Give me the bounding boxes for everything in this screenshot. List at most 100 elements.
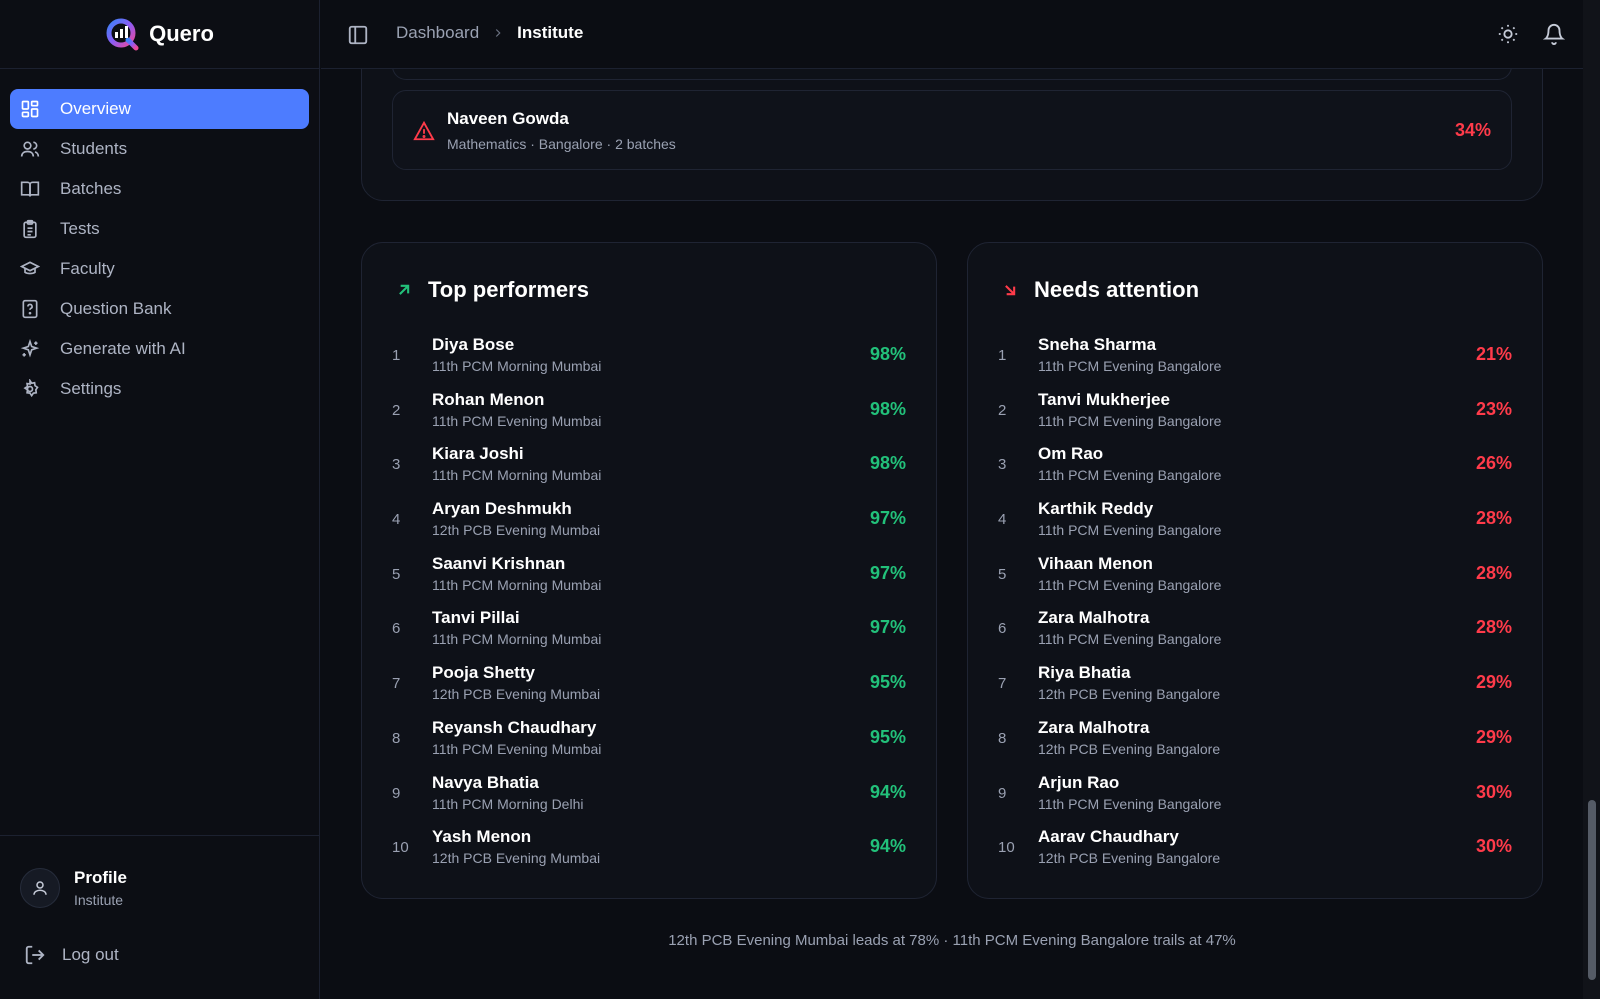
sidebar-item-label: Students [60,139,128,158]
student-percent: 97% [869,617,906,638]
student-percent: 94% [869,836,906,857]
student-batch: 11th PCM Morning Mumbai [432,576,602,593]
student-row[interactable]: 3 Om Rao 11th PCM Evening Bangalore 26% [968,440,1542,495]
scrollbar[interactable] [1583,0,1600,999]
student-rank: 5 [998,565,1007,583]
student-percent: 28% [1475,508,1512,529]
student-rank: 7 [998,675,1007,693]
panel-title: Needs attention [1034,277,1200,302]
student-row[interactable]: 6 Zara Malhotra 11th PCM Evening Bangalore… [968,604,1542,659]
student-rank: 10 [392,839,409,857]
sidebar-item-settings[interactable]: Settings [10,369,309,409]
student-batch: 11th PCM Evening Bangalore [1038,522,1222,539]
student-row[interactable]: 4 Karthik Reddy 11th PCM Evening Bangalore… [968,495,1542,550]
sidebar-item-batches[interactable]: Batches [10,169,309,209]
student-batch: 12th PCB Evening Mumbai [432,522,601,539]
student-batch: 12th PCB Evening Bangalore [1038,740,1221,757]
breadcrumb-current: Institute [517,23,584,42]
student-rank: 8 [998,729,1007,747]
student-row[interactable]: 5 Vihaan Menon 11th PCM Evening Bangalore 2… [968,550,1542,605]
student-percent: 98% [869,344,906,364]
student-rank: 7 [392,675,401,693]
faculty-row-partial[interactable] [392,69,1512,80]
student-batch: 12th PCB Evening Bangalore [1038,850,1221,867]
student-row[interactable]: 10 Yash Menon 12th PCB Evening Mumbai 94% [362,823,936,878]
student-row[interactable]: 2 Rohan Menon 11th PCM Evening Mumbai 98% [362,386,936,441]
student-row[interactable]: 7 Pooja Shetty 12th PCB Evening Mumbai 95% [362,659,936,714]
student-row[interactable]: 8 Reyansh Chaudhary 11th PCM Evening Mumba… [362,714,936,769]
student-row[interactable]: 10 Aarav Chaudhary 12th PCB Evening Bangal… [968,823,1542,878]
student-name: Navya Bhatia [432,772,539,792]
student-percent: 23% [1475,398,1512,419]
student-name: Pooja Shetty [432,663,535,683]
needs-attention-panel: Needs attention 1 Sneha Sharma 11th PCM Ev… [967,242,1543,899]
student-row[interactable]: 1 Diya Bose 11th PCM Morning Mumbai 98% [362,331,936,386]
logout-button[interactable]: Log out [24,944,119,966]
student-row[interactable]: 6 Tanvi Pillai 11th PCM Morning Mumbai 97% [362,604,936,659]
breadcrumb-dashboard[interactable]: Dashboard [396,23,480,42]
sidebar-item-label: Batches [60,179,122,198]
student-row[interactable]: 4 Aryan Deshmukh 12th PCB Evening Mumbai 97… [362,495,936,550]
student-row[interactable]: 5 Saanvi Krishnan 11th PCM Morning Mumbai 9… [362,550,936,605]
user-icon [33,881,47,895]
logout-icon [25,945,45,965]
sidebar-item-overview[interactable]: Overview [10,89,309,129]
student-percent: 97% [869,562,906,583]
faculty-percent: 34% [1454,120,1491,140]
student-batch: 12th PCB Evening Mumbai [432,686,601,703]
sidebar-footer: Profile Institute Log out [0,835,320,999]
student-name: Diya Bose [432,335,515,354]
brand-name: Quero [149,21,214,46]
student-row[interactable]: 8 Zara Malhotra 12th PCB Evening Bangalore… [968,714,1542,769]
arrow-up-right-icon [399,284,410,295]
gear-icon [23,379,39,398]
student-batch: 11th PCM Morning Mumbai [432,631,602,648]
student-row[interactable]: 2 Tanvi Mukherjee 11th PCM Evening Bangalo… [968,386,1542,441]
student-row[interactable]: 9 Arjun Rao 11th PCM Evening Bangalore 30% [968,769,1542,824]
warning-icon [413,120,435,141]
sidebar: Quero Overview Students Batches Tests Fa… [0,0,320,999]
student-rank: 9 [392,784,401,802]
scrollbar-thumb[interactable] [1588,800,1596,980]
avatar [20,868,60,908]
sidebar-item-faculty[interactable]: Faculty [10,249,309,289]
bell-icon[interactable] [1543,23,1565,45]
sidebar-item-question-bank[interactable]: Question Bank [10,289,309,329]
sidebar-item-label: Overview [60,99,131,118]
student-rank: 6 [998,620,1007,638]
sidebar-toggle-icon[interactable] [347,24,369,46]
student-name: Rohan Menon [432,389,545,409]
student-rank: 10 [998,839,1015,857]
student-row[interactable]: 7 Riya Bhatia 12th PCB Evening Bangalore 29… [968,659,1542,714]
quero-logo-icon [106,18,139,51]
sidebar-item-tests[interactable]: Tests [10,209,309,249]
student-rank: 1 [392,347,401,364]
profile-name: Profile [74,868,127,887]
faculty-alert-row[interactable]: Naveen Gowda Mathematics · Bangalore · 2… [392,90,1512,170]
student-rank: 9 [998,784,1007,802]
student-rank: 3 [998,456,1007,474]
student-batch: 12th PCB Evening Bangalore [1038,686,1221,703]
student-name: Yash Menon [432,827,532,847]
student-row[interactable]: 9 Navya Bhatia 11th PCM Morning Delhi 94% [362,769,936,824]
student-name: Aarav Chaudhary [1038,827,1179,847]
brand[interactable]: Quero [0,0,319,69]
book-icon [20,181,40,197]
student-row[interactable]: 1 Sneha Sharma 11th PCM Evening Bangalore 2… [968,331,1542,386]
panel-title: Top performers [428,277,589,302]
student-rank: 1 [998,347,1007,364]
student-name: Tanvi Mukherjee [1038,389,1170,409]
main-content: Naveen Gowda Mathematics · Bangalore · 2… [321,69,1583,999]
sparkles-icon [20,339,40,358]
sidebar-item-students[interactable]: Students [10,129,309,169]
sidebar-item-label: Generate with AI [60,339,186,358]
student-rank: 5 [392,565,401,583]
sidebar-item-generate-ai[interactable]: Generate with AI [10,329,309,369]
profile-menu[interactable]: Profile Institute [20,868,127,908]
student-rank: 3 [392,456,401,474]
student-percent: 28% [1475,562,1512,583]
student-row[interactable]: 3 Kiara Joshi 11th PCM Morning Mumbai 98% [362,440,936,495]
sun-icon[interactable] [1497,23,1519,45]
users-icon [20,141,40,157]
